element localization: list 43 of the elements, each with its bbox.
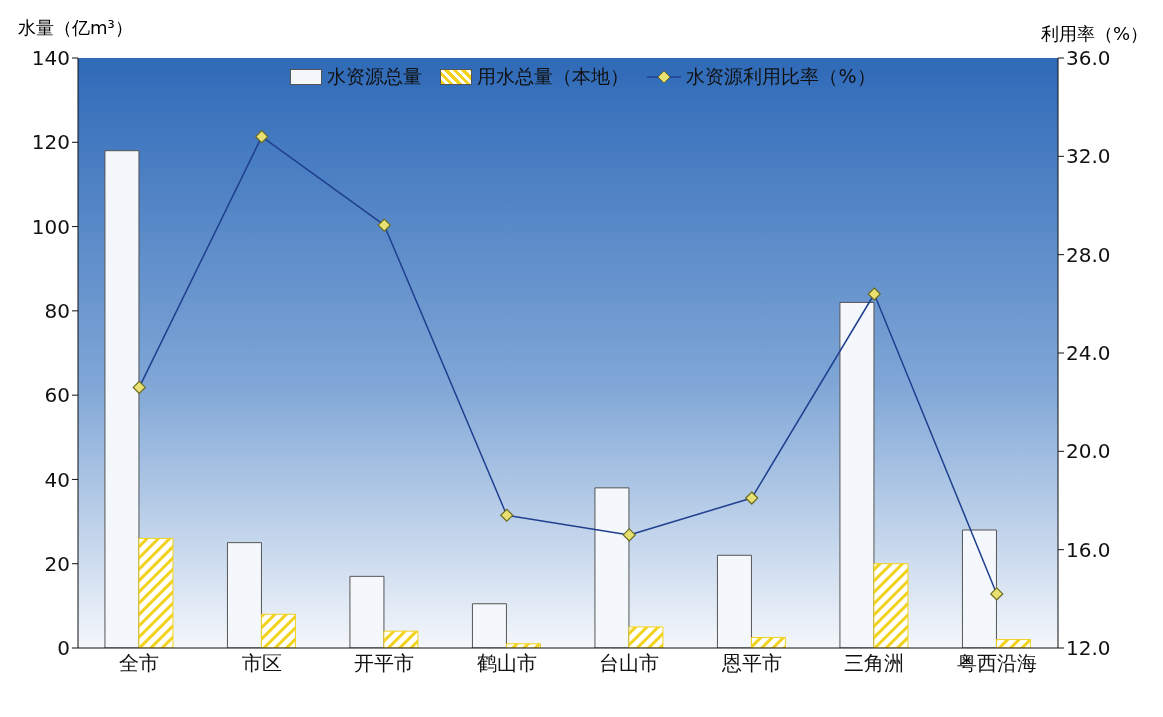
bar <box>104 150 140 648</box>
y-axis-title: 水量（亿m³） <box>18 16 133 40</box>
y-tick-label: 100 <box>31 214 70 239</box>
x-tick-label: 台山市 <box>599 651 660 676</box>
x-tick-label: 鹤山市 <box>476 651 537 676</box>
bar <box>995 639 1031 648</box>
bar <box>594 487 630 648</box>
y-tick-label: 60 <box>44 383 70 408</box>
y2-tick-label: 16.0 <box>1066 537 1111 562</box>
y2-axis-title: 利用率（%） <box>1040 22 1148 46</box>
y-tick-label: 80 <box>44 298 70 323</box>
bar <box>349 575 385 648</box>
x-tick-label: 三角洲 <box>844 651 905 676</box>
bar <box>260 613 296 648</box>
bar <box>961 529 997 648</box>
bar <box>628 626 664 648</box>
y-tick-label: 0 <box>57 636 70 661</box>
legend-label: 水资源总量 <box>327 64 423 89</box>
bar <box>873 563 909 648</box>
legend-label: 水资源利用比率（%） <box>686 64 876 89</box>
x-tick-label: 恩平市 <box>720 651 782 676</box>
y-tick-label: 140 <box>31 46 70 71</box>
y2-tick-label: 32.0 <box>1066 144 1111 169</box>
y-tick-label: 40 <box>44 467 70 492</box>
bar <box>226 542 262 648</box>
x-tick-label: 全市 <box>119 651 160 676</box>
y2-tick-label: 28.0 <box>1066 242 1111 267</box>
bar <box>716 554 752 648</box>
legend-label: 用水总量（本地） <box>477 64 630 89</box>
y2-tick-label: 12.0 <box>1066 636 1111 661</box>
x-tick-label: 粤西沿海 <box>956 651 1037 676</box>
x-tick-label: 开平市 <box>354 651 415 676</box>
bar <box>138 537 174 648</box>
bar <box>750 636 786 648</box>
y2-tick-label: 36.0 <box>1066 46 1111 71</box>
bar <box>471 603 507 648</box>
x-tick-label: 市区 <box>241 651 282 676</box>
bar <box>383 630 419 648</box>
bar <box>839 301 875 648</box>
y-tick-label: 120 <box>31 130 70 155</box>
y2-tick-label: 20.0 <box>1066 439 1111 464</box>
y2-tick-label: 24.0 <box>1066 341 1111 366</box>
y-tick-label: 20 <box>44 551 70 576</box>
